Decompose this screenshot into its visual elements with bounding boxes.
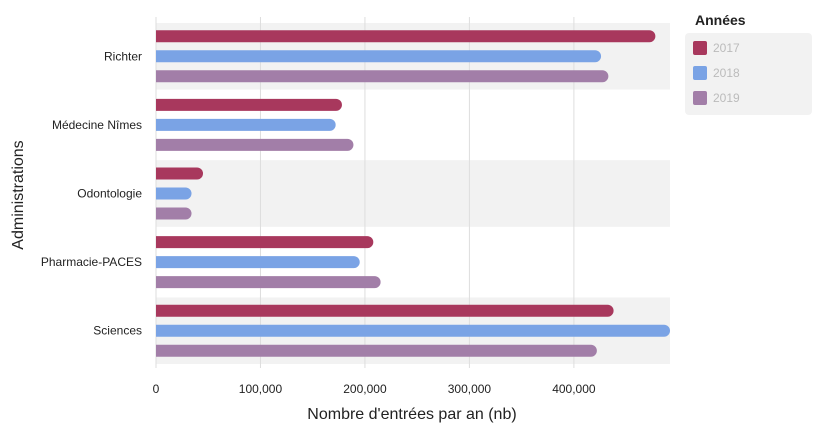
bar — [156, 207, 192, 220]
y-category-label: Médecine Nîmes — [52, 118, 142, 132]
legend-swatch — [693, 91, 707, 105]
legend-title: Années — [695, 12, 746, 28]
y-category-label: Odontologie — [77, 187, 142, 201]
y-category-label: Pharmacie-PACES — [41, 255, 142, 269]
bars — [156, 30, 670, 357]
y-axis-categories: Richter Médecine Nîmes Odontologie Pharmaci… — [41, 49, 142, 337]
bar — [156, 138, 354, 151]
bar — [156, 187, 192, 200]
bar — [156, 324, 670, 337]
legend-items: 2017 2018 2019 — [693, 41, 740, 105]
bar — [156, 98, 342, 111]
y-category-label: Sciences — [93, 324, 142, 338]
bar — [156, 276, 381, 289]
bar — [156, 304, 614, 317]
x-tick-label: 100,000 — [239, 382, 283, 396]
x-tick-label: 200,000 — [343, 382, 387, 396]
y-axis-title: Administrations — [10, 140, 27, 249]
legend-swatch — [693, 66, 707, 80]
bar — [156, 118, 336, 131]
bar — [156, 167, 204, 180]
legend-label: 2018 — [713, 66, 740, 80]
x-tick-label: 0 — [153, 382, 160, 396]
bar — [156, 236, 374, 249]
bar — [156, 70, 609, 83]
legend-background — [685, 33, 812, 115]
x-axis-title: Nombre d'entrées par an (nb) — [307, 406, 516, 423]
bar — [156, 50, 602, 63]
bar — [156, 256, 360, 269]
x-axis-ticks: 0 100,000 200,000 300,000 400,000 — [153, 382, 596, 396]
legend-label: 2019 — [713, 91, 740, 105]
category-band — [156, 160, 670, 227]
legend-swatch — [693, 41, 707, 55]
y-category-label: Richter — [104, 49, 142, 63]
x-tick-label: 300,000 — [448, 382, 492, 396]
x-tick-label: 400,000 — [552, 382, 596, 396]
bar — [156, 344, 597, 357]
legend: Années 2017 2018 2019 — [685, 12, 812, 115]
bar — [156, 30, 656, 43]
legend-label: 2017 — [713, 41, 740, 55]
